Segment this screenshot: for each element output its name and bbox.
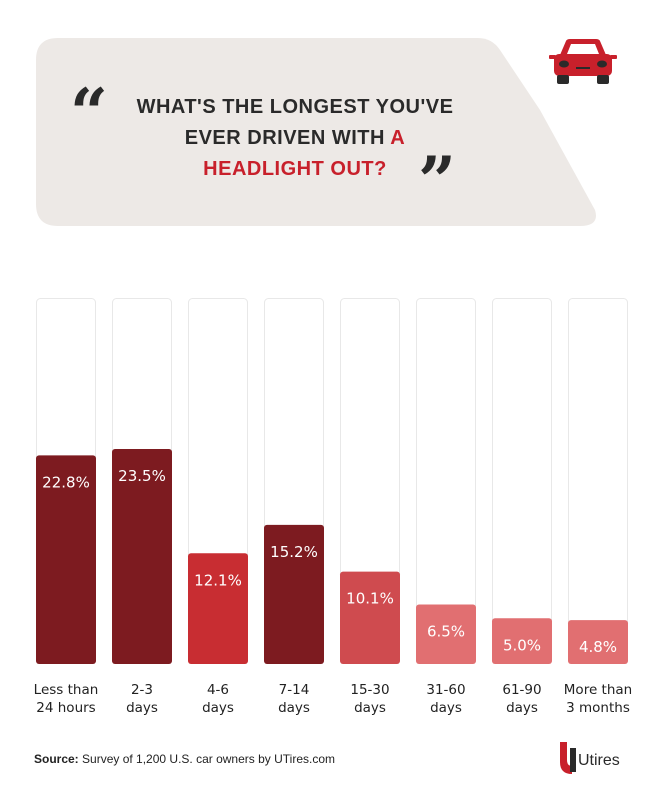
car-icon [549, 39, 617, 84]
data-label: 5.0% [503, 636, 541, 654]
bar [188, 553, 248, 664]
category-label: 31-60 [426, 682, 465, 698]
bar [416, 604, 476, 664]
title-line-2: EVER DRIVEN WITH [184, 127, 391, 149]
bar [36, 455, 96, 664]
category-label: days [354, 700, 386, 716]
bar-group: 23.5% 2-3 days [112, 298, 172, 716]
source-note: Source: Survey of 1,200 U.S. car owners … [34, 752, 335, 766]
source-label: Source: [34, 752, 79, 766]
category-label: 2-3 [131, 682, 153, 698]
bar-group: 15.2% 7-14 days [264, 298, 324, 716]
open-quote-icon: “ [70, 74, 108, 152]
data-label: 15.2% [270, 543, 318, 561]
bar-track [568, 298, 628, 664]
bar-group: 10.1% 15-30 days [340, 298, 400, 716]
data-label: 22.8% [42, 473, 90, 491]
category-label: days [430, 700, 462, 716]
bar-group: 22.8% Less than 24 hours [34, 298, 99, 716]
logo-text: Utires [578, 752, 620, 769]
bar-group: 12.1% 4-6 days [188, 298, 248, 716]
speech-bubble-shape [36, 38, 596, 226]
data-label: 6.5% [427, 623, 465, 641]
title-highlight-a: A [390, 127, 406, 149]
data-label: 12.1% [194, 571, 242, 589]
bar-track [492, 298, 552, 664]
close-quote-icon: ” [418, 142, 456, 220]
category-label: 7-14 [279, 682, 310, 698]
category-label: 15-30 [350, 682, 389, 698]
category-label: 4-6 [207, 682, 229, 698]
category-label: days [506, 700, 538, 716]
utires-logo-icon [560, 742, 576, 774]
bar [112, 448, 172, 664]
bar [264, 524, 324, 664]
bar [340, 571, 400, 664]
category-label: More than [564, 682, 632, 698]
data-label: 4.8% [579, 638, 617, 656]
category-label: 3 months [566, 700, 630, 716]
title-highlight: HEADLIGHT OUT? [203, 158, 387, 180]
bar [568, 620, 628, 664]
category-label: days [202, 700, 234, 716]
bar [492, 618, 552, 664]
page-title: WHAT'S THE LONGEST YOU'VE EVER DRIVEN WI… [125, 92, 465, 185]
category-label: days [278, 700, 310, 716]
bar-group: 5.0% 61-90 days [492, 298, 552, 716]
data-label: 10.1% [346, 590, 394, 608]
speech-bubble [36, 38, 596, 226]
data-label: 23.5% [118, 467, 166, 485]
title-line-1: WHAT'S THE LONGEST YOU'VE [136, 96, 454, 118]
source-text: Survey of 1,200 U.S. car owners by UTire… [78, 752, 335, 766]
bar-group: 4.8% More than 3 months [564, 298, 632, 716]
category-label: 61-90 [502, 682, 541, 698]
bar-chart: 22.8% Less than 24 hours 23.5% 2-3 days 12.1% 4… [34, 298, 632, 716]
category-label: Less than [34, 682, 99, 698]
bar-group: 6.5% 31-60 days [416, 298, 476, 716]
category-label: days [126, 700, 158, 716]
category-label: 24 hours [36, 700, 95, 716]
